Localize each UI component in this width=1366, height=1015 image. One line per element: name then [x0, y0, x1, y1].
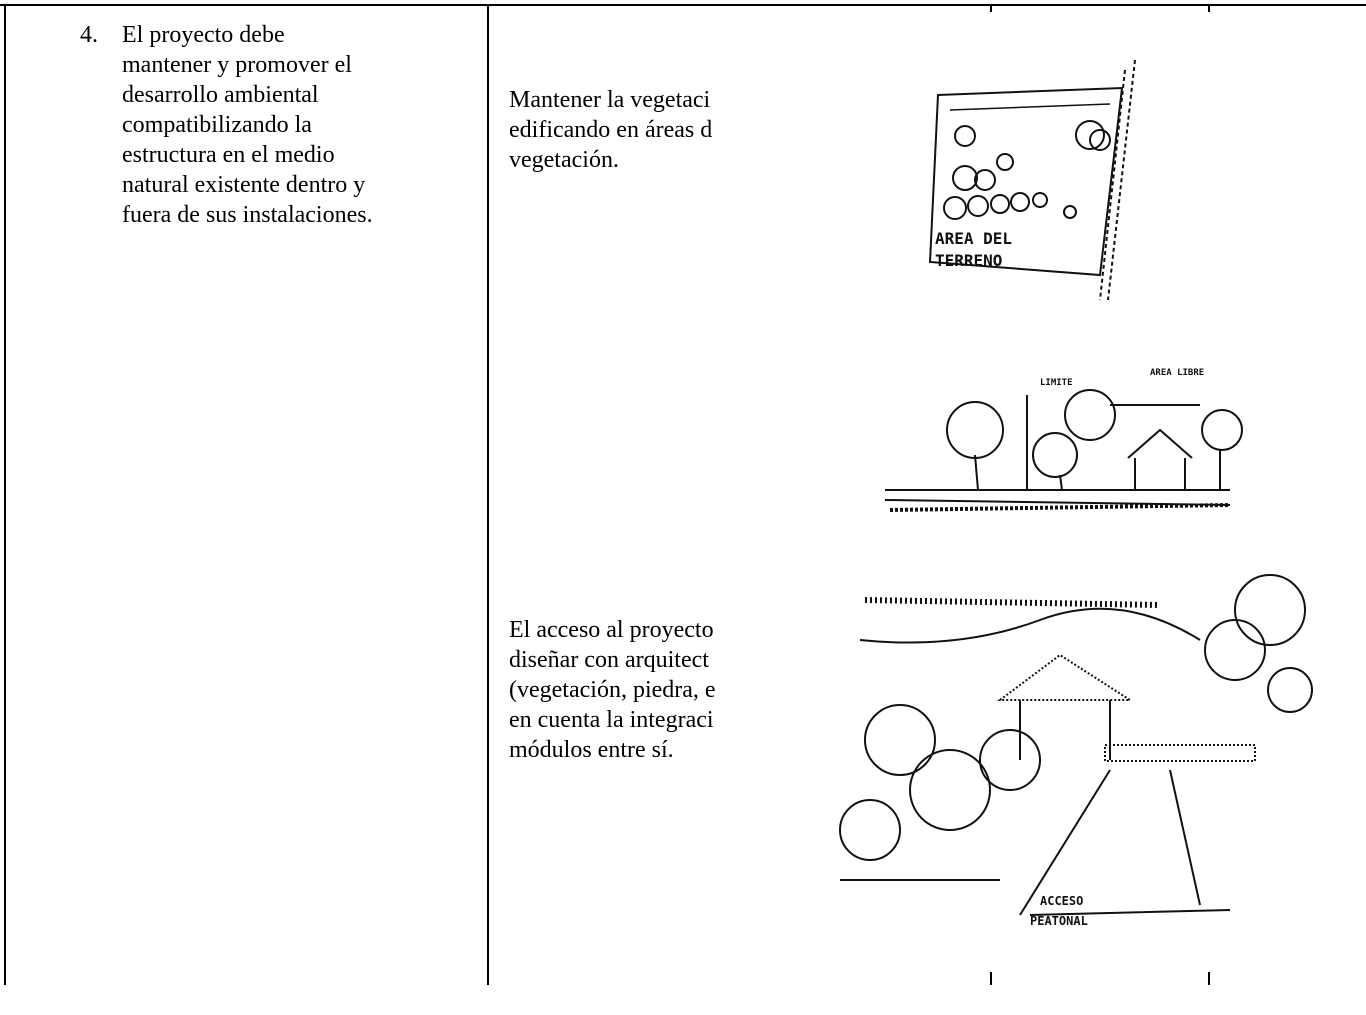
sketch-label: PEATONAL [1030, 914, 1088, 928]
recommendation: Mantener la vegetaci edificando en áreas … [509, 85, 781, 485]
column-tick [1208, 4, 1210, 12]
recommendation-line: diseñar con arquitect [509, 647, 709, 673]
table-top-border [0, 4, 1366, 6]
requirement-line: natural existente dentro y [122, 172, 366, 198]
requirement-line: fuera de sus instalaciones. [122, 202, 373, 228]
sketch-label: AREA DEL [935, 229, 1012, 248]
sketches: AREA DEL TERRENO LIMITE AREA LIBRE ACCESO PEA… [839, 59, 1313, 928]
list-number: 4. [80, 22, 98, 48]
requirement-line: El proyecto debe [122, 22, 285, 48]
recommendation-line: edificando en áreas d [509, 117, 713, 143]
page: 4. El proyecto debe mantener y promover e… [0, 4, 1366, 985]
sketch-label: LIMITE [1040, 378, 1073, 388]
sketch-access [839, 574, 1313, 916]
sketch-site-area [928, 59, 1136, 301]
requirement-line: mantener y promover el [122, 52, 352, 78]
recommendation-line: módulos entre sí. [509, 737, 674, 763]
sketch-label: ACCESO [1040, 894, 1083, 908]
column-tick [990, 972, 992, 985]
requirement-line: desarrollo ambiental [122, 82, 319, 108]
table-left-border [4, 4, 6, 985]
sketch-section [884, 389, 1243, 512]
requirement-line: compatibilizando la [122, 112, 312, 138]
recommendation-line: El acceso al proyecto [509, 617, 714, 643]
recommendation-line: (vegetación, piedra, e [509, 677, 716, 703]
recommendation-line: Mantener la vegetaci [509, 87, 711, 113]
column-divider [487, 4, 489, 985]
recommendation: El acceso al proyecto diseñar con arquite… [509, 615, 781, 1015]
recommendation-line: vegetación. [509, 147, 619, 173]
column-tick [990, 4, 992, 12]
sketch-label: TERRENO [935, 251, 1002, 270]
column-tick [1208, 972, 1210, 985]
recommendation-line: en cuenta la integraci [509, 707, 714, 733]
requirement-line: estructura en el medio [122, 142, 335, 168]
sketch-label: AREA LIBRE [1150, 368, 1204, 378]
